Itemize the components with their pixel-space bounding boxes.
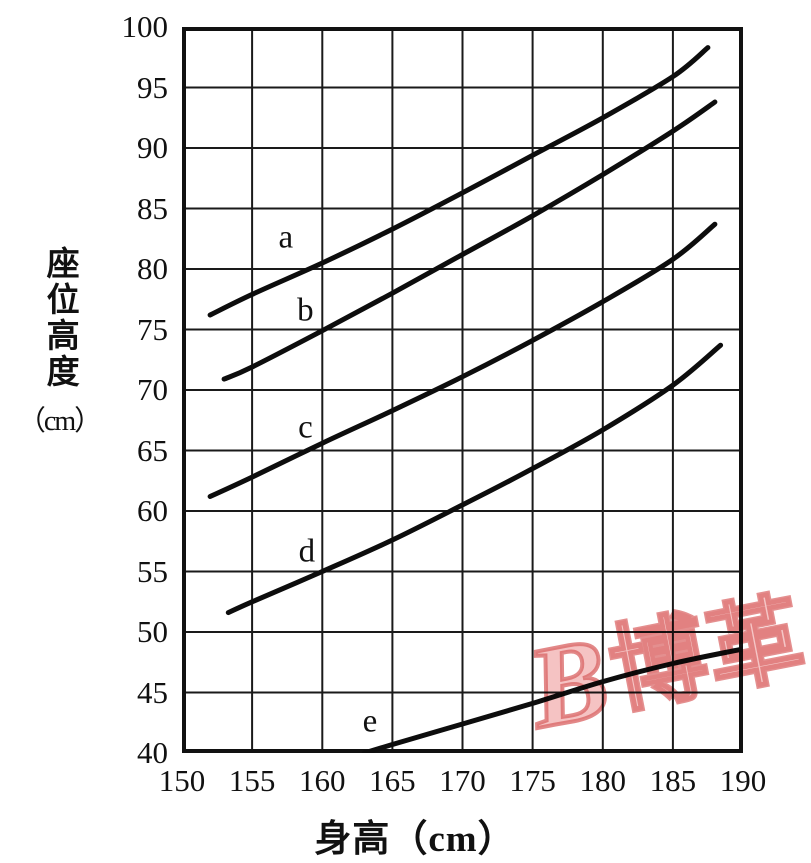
y-axis-title-text: 座位高度 [41,246,78,390]
y-tick-85: 85 [137,190,168,226]
y-tick-50: 50 [137,614,168,649]
y-tick-95: 95 [137,69,168,105]
curve-e [361,646,743,753]
y-axis-title: 座位高度 （cm） [0,246,118,439]
x-axis-title: 身高（cm） [314,819,516,860]
y-tick-100: 100 [121,9,169,44]
curve-label-c: c [298,409,313,445]
y-tick-40: 40 [137,735,168,770]
x-tick-150: 150 [158,763,206,798]
curve-a [207,45,711,318]
curve-c [207,221,718,499]
x-tick-160: 160 [299,763,346,798]
x-tick-180: 180 [579,763,627,798]
curve-label-d: d [298,533,316,570]
y-tick-65: 65 [137,432,168,468]
x-tick-175: 175 [509,763,556,798]
x-tick-170: 170 [439,763,486,798]
y-tick-80: 80 [137,251,168,286]
y-tick-55: 55 [137,553,168,589]
curve-label-a: a [278,219,294,256]
y-tick-70: 70 [137,372,168,407]
plot-area [182,27,743,753]
curve-b [221,99,718,382]
x-tick-165: 165 [369,763,416,798]
curve-label-e: e [362,703,378,740]
y-tick-75: 75 [137,311,168,347]
curve-d [225,342,724,616]
x-tick-185: 185 [649,763,697,798]
y-tick-45: 45 [137,674,168,710]
y-axis-unit: （cm） [17,406,102,437]
y-tick-60: 60 [137,493,168,528]
curve-label-b: b [297,292,314,329]
x-tick-155: 155 [228,763,276,798]
x-tick-190: 190 [719,763,767,798]
y-tick-90: 90 [137,130,168,165]
axes-frame [182,27,743,753]
